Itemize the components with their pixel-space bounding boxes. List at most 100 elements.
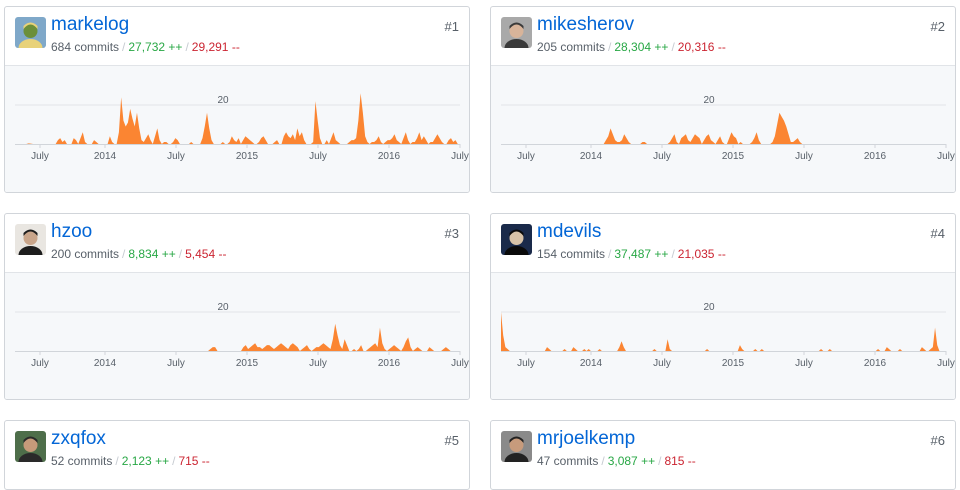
rank-label: #4: [930, 226, 945, 241]
username-link[interactable]: mdevils: [537, 221, 602, 242]
username-link[interactable]: hzoo: [51, 221, 93, 242]
username-link[interactable]: markelog: [51, 14, 130, 35]
x-tick-label: July: [309, 151, 327, 162]
commits-chart: 20 July 2014 July 2015 July 2016 July: [5, 272, 469, 399]
deletions-count: 715 --: [178, 454, 210, 468]
contribution-stats: 47 commits/3,087 ++/815 --: [537, 453, 696, 469]
x-tick-label: July: [795, 358, 813, 369]
x-tick-label: 2014: [94, 151, 117, 162]
x-tick-label: 2014: [580, 151, 603, 162]
username-link[interactable]: zxqfox: [51, 428, 106, 449]
username-link[interactable]: mikesherov: [537, 14, 635, 35]
separator: /: [671, 247, 675, 261]
x-tick-label: July: [795, 151, 813, 162]
separator: /: [115, 454, 119, 468]
person-short-hair-avatar[interactable]: [15, 224, 46, 255]
contributor-header: mikesherov 205 commits/28,304 ++/20,316 -…: [491, 7, 955, 65]
separator: /: [172, 454, 176, 468]
contributor-header: markelog 684 commits/27,732 ++/29,291 -- #…: [5, 7, 469, 65]
separator: /: [608, 247, 612, 261]
contributor-card: zxqfox 52 commits/2,123 ++/715 -- #5: [4, 420, 470, 490]
commits-chart-svg: 20 July 2014 July 2015 July 2016 July: [15, 302, 469, 369]
y-tick-label: 20: [217, 302, 229, 313]
x-tick-label: 2016: [378, 358, 401, 369]
commit-count: 684 commits: [51, 40, 120, 54]
additions-count: 2,123 ++: [121, 454, 170, 468]
x-tick-label: 2016: [864, 358, 887, 369]
commits-area-series: [501, 312, 946, 351]
contributor-card: mikesherov 205 commits/28,304 ++/20,316 -…: [490, 6, 956, 193]
x-tick-label: July: [937, 358, 955, 369]
contributor-header: mdevils 154 commits/37,487 ++/21,035 -- #4: [491, 214, 955, 272]
contribution-stats: 205 commits/28,304 ++/20,316 --: [537, 39, 726, 55]
deletions-count: 29,291 --: [191, 40, 240, 54]
deletions-count: 815 --: [664, 454, 696, 468]
x-tick-label: 2016: [378, 151, 401, 162]
person-dark-avatar[interactable]: [501, 224, 532, 255]
x-tick-label: 2014: [94, 358, 117, 369]
x-tick-label: 2015: [722, 358, 745, 369]
commits-chart: 20 July 2014 July 2015 July 2016 July: [491, 272, 955, 399]
x-tick-label: July: [653, 151, 671, 162]
x-tick-label: 2015: [236, 358, 259, 369]
x-tick-label: July: [937, 151, 955, 162]
rank-label: #2: [930, 19, 945, 34]
person-glasses-avatar[interactable]: [501, 17, 532, 48]
separator: /: [122, 247, 126, 261]
commit-count: 47 commits: [537, 454, 599, 468]
x-tick-label: July: [31, 151, 49, 162]
contributor-card: mrjoelkemp 47 commits/3,087 ++/815 -- #6: [490, 420, 956, 490]
separator: /: [122, 40, 126, 54]
contributor-card: hzoo 200 commits/8,834 ++/5,454 -- #3 20 Jul…: [4, 213, 470, 400]
additions-count: 3,087 ++: [607, 454, 656, 468]
separator: /: [658, 454, 662, 468]
commit-count: 154 commits: [537, 247, 606, 261]
contribution-stats: 154 commits/37,487 ++/21,035 --: [537, 246, 726, 262]
y-tick-label: 20: [217, 95, 229, 106]
username-link[interactable]: mrjoelkemp: [537, 428, 636, 449]
separator: /: [601, 454, 605, 468]
deletions-count: 20,316 --: [677, 40, 726, 54]
contribution-stats: 684 commits/27,732 ++/29,291 --: [51, 39, 240, 55]
x-tick-label: July: [653, 358, 671, 369]
y-tick-label: 20: [703, 95, 715, 106]
separator: /: [608, 40, 612, 54]
contributor-header: zxqfox 52 commits/2,123 ++/715 -- #5: [5, 421, 469, 479]
x-tick-label: 2016: [864, 151, 887, 162]
rank-label: #6: [930, 433, 945, 448]
separator: /: [178, 247, 183, 261]
rank-label: #3: [444, 226, 459, 241]
x-tick-label: July: [517, 358, 535, 369]
person-dark-hair-avatar[interactable]: [501, 431, 532, 462]
separator: /: [671, 40, 675, 54]
commits-area-series: [15, 93, 460, 144]
commit-count: 200 commits: [51, 247, 120, 261]
person-outdoor-avatar[interactable]: [15, 17, 46, 48]
x-tick-label: July: [451, 151, 469, 162]
contribution-stats: 200 commits/8,834 ++/5,454 --: [51, 246, 226, 262]
x-tick-label: 2015: [236, 151, 259, 162]
contributor-card: mdevils 154 commits/37,487 ++/21,035 -- #4…: [490, 213, 956, 400]
rank-label: #1: [444, 19, 459, 34]
commits-chart: 20 July 2014 July 2015 July 2016 July: [5, 65, 469, 192]
contributor-header: mrjoelkemp 47 commits/3,087 ++/815 -- #6: [491, 421, 955, 479]
x-tick-label: July: [167, 358, 185, 369]
separator: /: [185, 40, 189, 54]
y-tick-label: 20: [703, 302, 715, 313]
commit-count: 205 commits: [537, 40, 606, 54]
commits-area-series: [15, 323, 460, 351]
contribution-stats: 52 commits/2,123 ++/715 --: [51, 453, 210, 469]
contributor-header: hzoo 200 commits/8,834 ++/5,454 -- #3: [5, 214, 469, 272]
additions-count: 8,834 ++: [128, 247, 176, 261]
additions-count: 37,487 ++: [614, 247, 669, 261]
x-tick-label: July: [309, 358, 327, 369]
additions-count: 27,732 ++: [128, 40, 183, 54]
x-tick-label: 2014: [580, 358, 603, 369]
x-tick-label: July: [167, 151, 185, 162]
deletions-count: 21,035 --: [677, 247, 726, 261]
contributor-card: markelog 684 commits/27,732 ++/29,291 -- #…: [4, 6, 470, 193]
person-beard-avatar[interactable]: [15, 431, 46, 462]
commits-chart: 20 July 2014 July 2015 July 2016 July: [491, 65, 955, 192]
commits-chart-svg: 20 July 2014 July 2015 July 2016 July: [15, 93, 469, 162]
commits-chart-svg: 20 July 2014 July 2015 July 2016 July: [501, 302, 955, 369]
